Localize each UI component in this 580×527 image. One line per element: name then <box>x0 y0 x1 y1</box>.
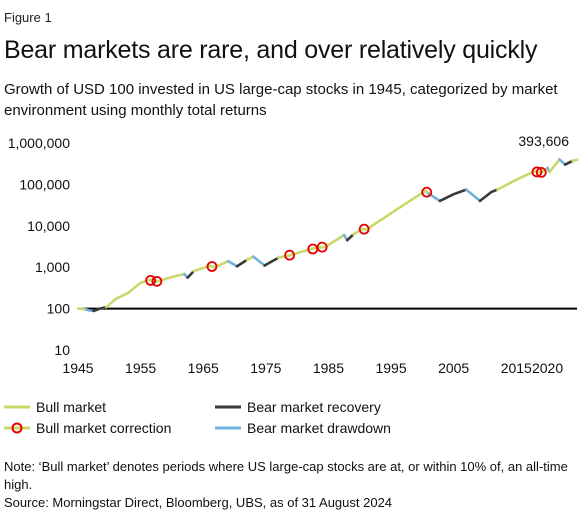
y-tick-label: 1,000,000 <box>8 135 70 151</box>
correction-marker <box>535 166 547 178</box>
series-segment-drawdown <box>227 259 239 268</box>
correction-marker <box>145 274 157 286</box>
series-segment-bull <box>496 169 537 191</box>
series-segment-bull <box>104 278 152 309</box>
series-segment-recovery <box>563 159 574 166</box>
x-tick-label: 2005 <box>438 360 469 376</box>
series-segment-bull <box>364 189 427 232</box>
series-segment-drawdown <box>84 308 95 313</box>
series-segment-bull <box>548 158 561 174</box>
correction-marker <box>206 261 218 272</box>
footnote: Note: ‘Bull market’ denotes periods wher… <box>4 458 574 512</box>
x-tick-label: 1945 <box>62 360 93 376</box>
series-segment-recovery <box>235 258 249 268</box>
series-segment-bull <box>571 158 579 163</box>
series-segment-bull <box>290 248 312 256</box>
series-segment-recovery <box>92 305 108 313</box>
legend-correction: Bull market correction <box>4 420 171 436</box>
x-tick-label: 1975 <box>250 360 281 376</box>
note-text: Note: ‘Bull market’ denotes periods wher… <box>4 459 568 492</box>
correction-marker <box>531 166 543 178</box>
legend-bull-swatch <box>4 405 30 409</box>
series-segment-bull <box>323 233 346 249</box>
x-tick-label: 1985 <box>313 360 344 376</box>
series-segment-recovery <box>186 269 196 279</box>
figure-label: Figure 1 <box>4 10 52 25</box>
legend-bull-label: Bull market <box>36 399 107 415</box>
series-segment-recovery <box>478 188 499 203</box>
series-segment-drawdown <box>464 188 482 203</box>
y-tick-label: 10 <box>54 342 70 358</box>
correction-marker <box>316 241 328 253</box>
legend-drawdown-swatch <box>215 426 241 430</box>
series-segment-drawdown <box>252 255 266 267</box>
series-segment-bull <box>158 272 186 283</box>
series-segment-bull <box>277 254 290 259</box>
legend-recovery: Bear market recovery <box>215 399 381 415</box>
x-tick-label: 2015 <box>501 360 532 376</box>
correction-marker <box>151 275 163 287</box>
series-segment-correction <box>308 245 327 251</box>
growth-chart: 10 100 1,000 10,000 100,000 1,000,000 1945 1955… <box>8 133 579 376</box>
legend-bull: Bull market <box>4 399 106 415</box>
chart-title: Bear markets are rare, and over relative… <box>4 36 538 64</box>
legend-correction-swatch <box>4 422 30 434</box>
correction-marker <box>421 186 433 198</box>
legend-recovery-swatch <box>215 405 241 409</box>
x-tick-label: 2020 <box>532 360 563 376</box>
x-tick-label: 1995 <box>375 360 406 376</box>
series-segment-bull <box>76 307 88 311</box>
legend-drawdown: Bear market drawdown <box>215 420 391 436</box>
y-tick-label: 100 <box>47 301 71 317</box>
series-segment-recovery <box>438 188 468 203</box>
correction-marker <box>284 249 296 261</box>
legend-correction-label: Bull market correction <box>36 420 172 436</box>
series-segment-bull <box>352 227 365 236</box>
source-text: Source: Morningstar Direct, Bloomberg, U… <box>4 495 393 510</box>
legend-drawdown-label: Bear market drawdown <box>247 420 391 436</box>
y-tick-label: 1,000 <box>35 259 70 275</box>
series-segment-recovery <box>345 233 355 242</box>
correction-marker <box>358 223 370 235</box>
y-tick-label: 10,000 <box>27 218 70 234</box>
series-segment-recovery <box>263 256 280 267</box>
y-tick-label: 100,000 <box>19 176 70 192</box>
x-tick-label: 1955 <box>125 360 156 376</box>
legend-recovery-label: Bear market recovery <box>247 399 381 415</box>
end-value-label: 393,606 <box>518 133 569 149</box>
x-tick-label: 1965 <box>188 360 219 376</box>
chart-subtitle: Growth of USD 100 invested in US large-c… <box>4 81 558 119</box>
